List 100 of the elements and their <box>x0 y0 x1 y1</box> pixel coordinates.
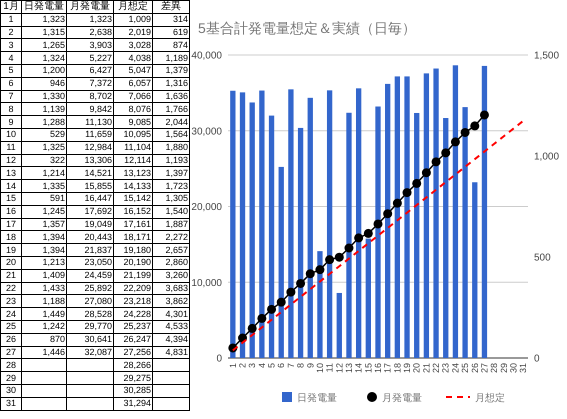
bar <box>259 90 265 358</box>
y2-tick-label: 1,000 <box>534 152 560 162</box>
data-label: 3,862 <box>152 294 190 308</box>
bar <box>278 166 284 358</box>
data-label: 4,394 <box>152 333 190 346</box>
x-tick-label: 30 <box>508 363 518 374</box>
x-tick-label: 2 <box>238 363 248 368</box>
y-tick-label: 2 <box>0 26 22 39</box>
x-tick-label: 25 <box>460 363 470 374</box>
x-tick-label: 差異 <box>152 0 190 14</box>
data-label: 30,641 <box>66 333 114 346</box>
x-tick-label: 7 <box>286 363 296 368</box>
data-label: 13,306 <box>66 154 114 167</box>
data-label: 1,449 <box>22 308 66 320</box>
point <box>480 110 489 120</box>
x-tick-label: 13 <box>344 363 354 374</box>
y-tick-label: 22 <box>0 282 22 295</box>
data-label: 2,044 <box>152 116 190 128</box>
y-tick-label: 11 <box>0 141 22 154</box>
point <box>248 324 257 333</box>
point <box>267 304 276 314</box>
data-label: 2,272 <box>152 230 190 244</box>
data-label: 2,657 <box>152 244 190 256</box>
legend-label: 月想定 <box>475 392 505 404</box>
bar <box>308 98 313 358</box>
bar <box>424 73 430 358</box>
y-tick-label: 30 <box>0 384 22 398</box>
point <box>325 255 334 264</box>
x-tick-label: 月発電量 <box>66 0 114 14</box>
point <box>460 128 470 137</box>
y-tick-label: 6 <box>0 77 22 90</box>
data-label: 3,683 <box>152 282 190 295</box>
data-label: 591 <box>22 192 66 206</box>
point <box>296 278 306 288</box>
x-tick-label: 21 <box>421 363 432 374</box>
data-label: 15,855 <box>66 180 114 192</box>
data-label: 6,057 <box>114 77 152 90</box>
x-tick-label: 11 <box>324 363 335 372</box>
x-tick-label: 29 <box>498 363 509 374</box>
y-tick-label: 18 <box>0 230 22 244</box>
x-tick-label: 26 <box>470 363 480 374</box>
y-tick-label: 3 <box>0 38 22 52</box>
point <box>450 137 460 146</box>
data-label: 3,903 <box>66 38 114 52</box>
data-label: 27,256 <box>114 346 152 359</box>
x-tick-label: 9 <box>305 363 316 368</box>
y-tick-label: 13 <box>0 166 22 180</box>
data-label: 14,133 <box>114 180 152 192</box>
x-tick-label: 23 <box>440 363 451 374</box>
y-tick-label: 40,000 <box>191 50 222 62</box>
legend-label: 月発電量 <box>382 393 422 404</box>
bar <box>346 112 352 358</box>
point <box>470 121 480 130</box>
data-label: 25,237 <box>114 320 152 334</box>
data-label: 26,247 <box>114 333 152 346</box>
data-label: 1,394 <box>22 230 66 244</box>
point <box>315 265 324 274</box>
data-label: 9,842 <box>66 102 114 116</box>
y-tick-label: 25 <box>0 320 22 334</box>
bar <box>452 65 458 358</box>
data-label: 24,228 <box>114 308 152 320</box>
x-tick-label: 16 <box>373 363 383 374</box>
point <box>257 314 266 323</box>
data-label: 1,214 <box>22 166 66 180</box>
data-label: 1,242 <box>22 320 66 334</box>
bar <box>288 89 294 358</box>
x-tick-label: 15 <box>363 363 374 374</box>
y-tick-label: 21 <box>0 269 22 282</box>
data-label: 1,009 <box>114 13 152 26</box>
data-label: 11,104 <box>114 141 152 154</box>
data-label: 1,325 <box>22 141 66 154</box>
data-label: 7,372 <box>66 77 114 90</box>
data-label: 1,409 <box>22 269 66 282</box>
x-tick-label: 4 <box>256 363 267 368</box>
data-label: 1,305 <box>152 192 190 206</box>
bar <box>433 68 439 358</box>
point <box>422 168 431 178</box>
x-tick-label: 14 <box>354 363 364 374</box>
data-label: 7,066 <box>114 90 152 103</box>
y2-tick-label: 0 <box>534 354 540 364</box>
y-tick-label: 20,000 <box>191 202 222 213</box>
data-label: 32,087 <box>66 346 114 359</box>
x-tick-label: 18 <box>392 363 402 374</box>
data-label: 1,540 <box>152 205 190 218</box>
data-label: 2,860 <box>152 256 190 270</box>
chart-title: 5基合計発電量想定＆実績（日毎） <box>198 20 416 36</box>
data-label: 1,357 <box>22 218 66 231</box>
data-label: 2,638 <box>66 26 114 39</box>
data-label: 25,892 <box>66 282 114 295</box>
x-tick-label: 日発電量 <box>22 0 66 14</box>
data-label: 3,028 <box>114 38 152 52</box>
data-label: 1,288 <box>22 116 66 128</box>
bar <box>414 112 420 358</box>
x-tick-label: 27 <box>479 363 490 374</box>
y-tick-label: 12 <box>0 154 22 167</box>
point <box>364 228 373 238</box>
y-tick-label: 31 <box>0 397 22 410</box>
data-label: 31,294 <box>114 397 152 410</box>
bar <box>404 76 410 358</box>
point <box>383 209 392 218</box>
